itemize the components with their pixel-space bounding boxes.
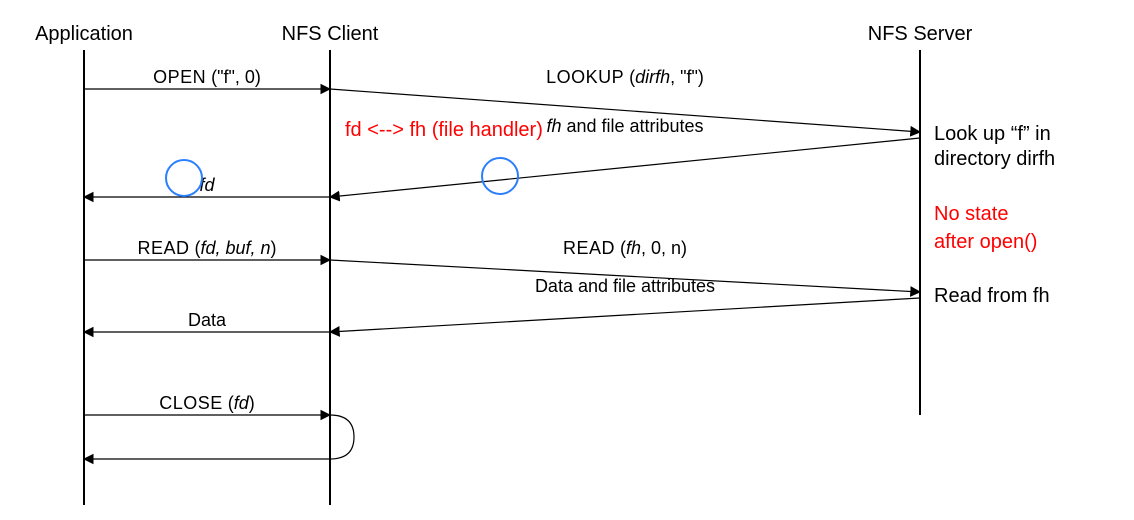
fd_circle — [166, 160, 202, 196]
msg-label-open: OPEN ("f", 0) — [153, 67, 261, 87]
msg-label-data_server: Data and file attributes — [535, 276, 715, 296]
note-lookup_note_2: directory dirfh — [934, 148, 1055, 170]
msg-fh_return — [330, 138, 920, 197]
note-lookup_note_1: Look up “f” in — [934, 123, 1051, 145]
msg-label-read_app: READ (fd, buf, n) — [137, 238, 276, 258]
note-fd_fh_note: fd <--> fh (file handler) — [345, 119, 543, 141]
fh_circle — [482, 158, 518, 194]
note-readfh: Read from fh — [934, 285, 1050, 307]
msg-label-data_client: Data — [188, 310, 227, 330]
msg-data_server — [330, 298, 920, 332]
lifeline-label-server: NFS Server — [868, 23, 973, 45]
lifeline-label-app: Application — [35, 23, 133, 45]
msg-label-lookup: LOOKUP (dirfh, "f") — [546, 67, 704, 87]
msg-label-close: CLOSE (fd) — [159, 393, 255, 413]
lifeline-label-client: NFS Client — [282, 23, 379, 45]
msg-label-read_nfs: READ (fh, 0, n) — [563, 238, 687, 258]
note-nostate_2: after open() — [934, 231, 1037, 253]
msg-label-fh_return: fh and file attributes — [546, 116, 703, 136]
msg-close-return — [84, 415, 354, 459]
note-nostate_1: No state — [934, 203, 1008, 225]
nfs-sequence-diagram: Application NFS Client NFS Server OPEN ("f"… — [0, 0, 1134, 520]
